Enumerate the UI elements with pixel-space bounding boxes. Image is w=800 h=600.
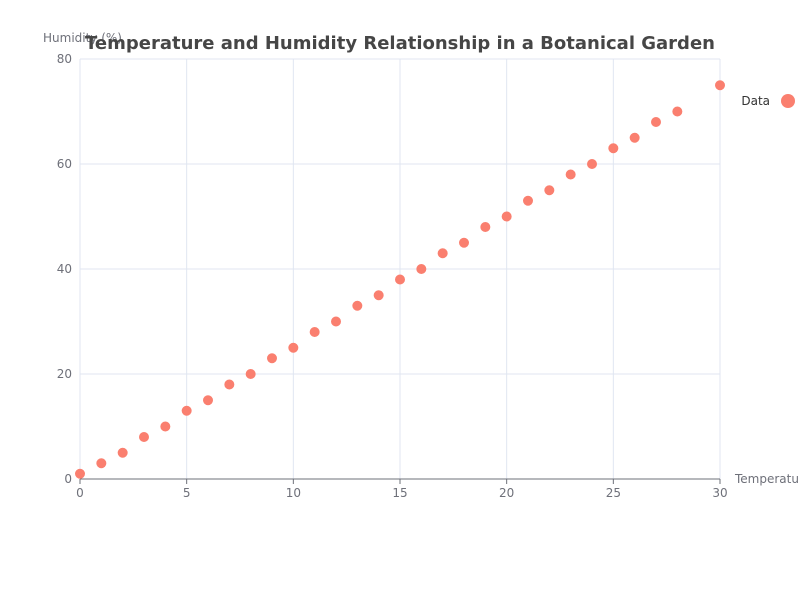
data-point[interactable] [267,353,277,364]
data-point[interactable] [309,327,320,337]
data-point[interactable] [459,237,469,248]
x-tick-label: 5 [183,486,191,500]
x-tick-label: 10 [286,486,301,500]
data-point[interactable] [587,159,597,169]
data-point[interactable] [160,421,171,432]
data-point[interactable] [416,264,427,274]
data-point[interactable] [715,80,725,91]
y-tick-labels: 0 20 40 60 80 [57,52,72,486]
x-tick-label: 15 [392,486,407,500]
data-point[interactable] [288,342,299,353]
data-point[interactable] [651,117,661,127]
y-tick-label: 40 [57,262,72,276]
data-point[interactable] [672,106,683,117]
data-point[interactable] [75,468,85,479]
data-point[interactable] [96,458,107,469]
grid-lines [79,58,721,480]
data-point[interactable] [245,369,256,379]
data-point[interactable] [501,211,512,222]
data-points [75,80,725,479]
x-axis-title: Temperature [734,472,800,486]
data-point[interactable] [480,222,491,232]
x-tick-label: 20 [499,486,514,500]
data-point[interactable] [565,169,576,180]
data-point[interactable] [352,300,363,311]
data-point[interactable] [437,248,448,259]
y-axis-title: Humidity (%) [43,31,122,45]
data-point[interactable] [331,316,341,327]
legend-label: Data [741,94,770,108]
y-tick-label: 0 [64,472,72,486]
data-point[interactable] [373,290,384,301]
data-point[interactable] [544,185,555,196]
data-point[interactable] [203,395,213,406]
data-point[interactable] [523,195,533,206]
y-tick-label: 60 [57,157,72,171]
x-tick-labels: 0 5 10 15 20 25 30 [76,479,728,500]
data-point[interactable] [608,143,619,154]
y-tick-label: 80 [57,52,72,66]
data-point[interactable] [395,274,405,285]
chart-title: Temperature and Humidity Relationship in… [85,33,715,54]
data-point[interactable] [117,447,128,458]
data-point[interactable] [224,379,235,390]
x-tick-label: 25 [606,486,621,500]
x-tick-label: 0 [76,486,84,500]
y-tick-label: 20 [57,367,72,381]
data-point[interactable] [139,432,149,442]
x-tick-label: 30 [712,486,727,500]
legend-marker [781,94,795,108]
legend[interactable]: Data [741,94,795,108]
data-point[interactable] [629,132,640,143]
data-point[interactable] [181,405,192,416]
